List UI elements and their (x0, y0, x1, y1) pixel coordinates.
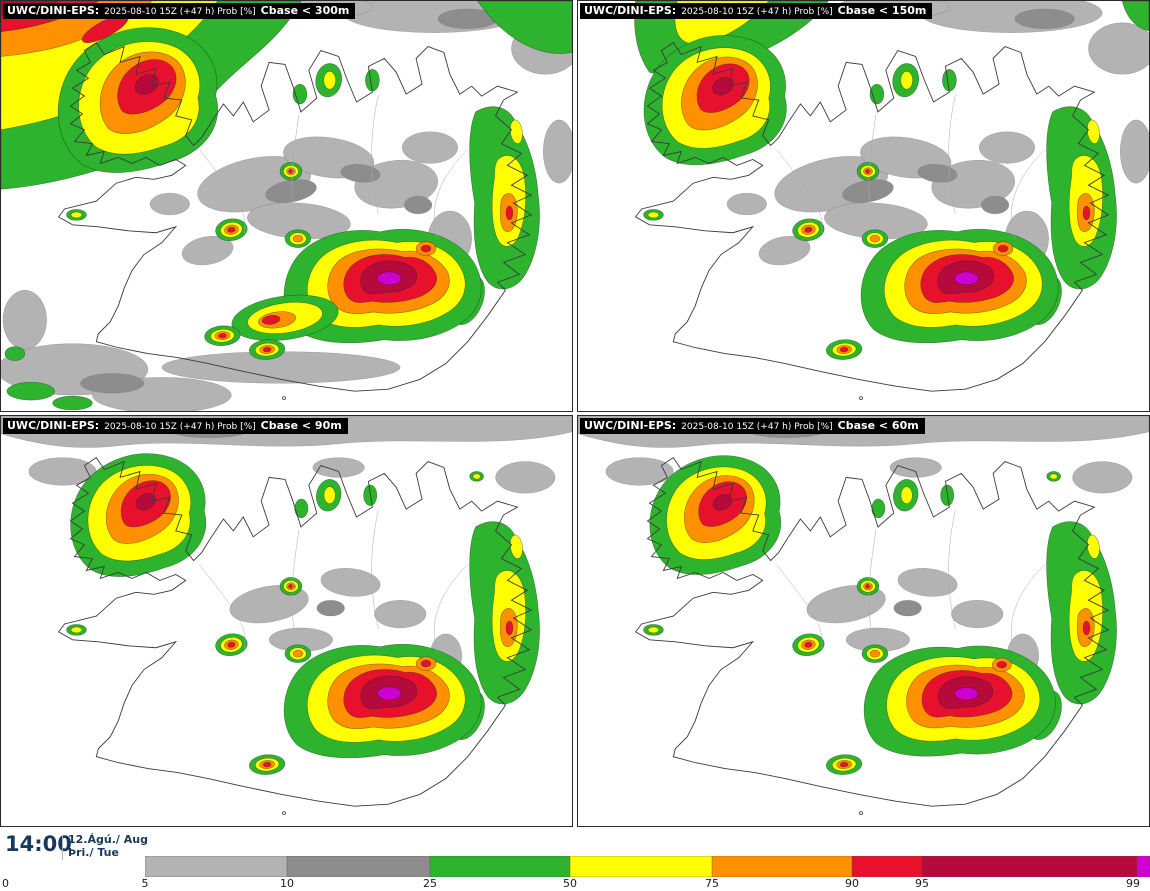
probability-colorbar (145, 856, 1150, 877)
run-info: 2025-08-10 15Z (+47 h) Prob [%] (681, 422, 833, 432)
map-title-bar: UWC/DINI-EPS: 2025-08-10 15Z (+47 h) Pro… (580, 3, 933, 19)
legend-seg-10-25 (287, 856, 430, 877)
run-info: 2025-08-10 15Z (+47 h) Prob [%] (104, 7, 256, 17)
model-name: UWC/DINI-EPS: (584, 4, 677, 17)
legend-tick-5: 5 (141, 877, 149, 890)
legend-tick-50: 50 (563, 877, 577, 890)
legend-seg-95-99 (922, 856, 1137, 877)
valid-date-block: 12.Ágú./ Aug Þri./ Tue (68, 833, 148, 859)
legend-seg-99 (1137, 856, 1150, 877)
run-info: 2025-08-10 15Z (+47 h) Prob [%] (681, 7, 833, 17)
valid-date: 12.Ágú./ Aug (68, 833, 148, 846)
threshold-label: Cbase < 300m (260, 4, 350, 17)
legend-tick-10: 10 (280, 877, 294, 890)
threshold-label: Cbase < 90m (260, 419, 342, 432)
legend-tick-75: 75 (705, 877, 719, 890)
legend-seg-25-50 (430, 856, 570, 877)
legend-seg-90-95 (852, 856, 922, 877)
map-title-bar: UWC/DINI-EPS: 2025-08-10 15Z (+47 h) Pro… (3, 418, 348, 434)
map-image-cbase-300m (1, 1, 572, 411)
panel-cbase-150m: UWC/DINI-EPS: 2025-08-10 15Z (+47 h) Pro… (577, 0, 1150, 412)
panel-cbase-300m: UWC/DINI-EPS: 2025-08-10 15Z (+47 h) Pro… (0, 0, 573, 412)
model-name: UWC/DINI-EPS: (7, 4, 100, 17)
map-title-bar: UWC/DINI-EPS: 2025-08-10 15Z (+47 h) Pro… (580, 418, 925, 434)
model-name: UWC/DINI-EPS: (7, 419, 100, 432)
map-title-bar: UWC/DINI-EPS: 2025-08-10 15Z (+47 h) Pro… (3, 3, 356, 19)
run-info: 2025-08-10 15Z (+47 h) Prob [%] (104, 422, 256, 432)
legend-tick-99: 99 (1126, 877, 1140, 890)
legend-tick-0: 0 (2, 877, 9, 890)
legend-tick-25: 25 (423, 877, 437, 890)
model-name: UWC/DINI-EPS: (584, 419, 677, 432)
panel-cbase-60m: UWC/DINI-EPS: 2025-08-10 15Z (+47 h) Pro… (577, 415, 1150, 827)
valid-day: Þri./ Tue (68, 846, 119, 859)
map-image-cbase-60m (578, 416, 1149, 826)
threshold-label: Cbase < 60m (837, 419, 919, 432)
footer: 14:00 12.Ágú./ Aug Þri./ Tue 0 5 10 25 5… (0, 828, 1150, 891)
divider (62, 835, 63, 860)
threshold-label: Cbase < 150m (837, 4, 927, 17)
legend-seg-50-75 (570, 856, 712, 877)
legend-tick-90: 90 (845, 877, 859, 890)
legend-tick-95: 95 (915, 877, 929, 890)
legend-seg-5-10 (145, 856, 287, 877)
map-image-cbase-150m (578, 1, 1149, 411)
valid-time: 14:00 (5, 832, 72, 856)
legend-seg-75-90 (712, 856, 852, 877)
panel-cbase-90m: UWC/DINI-EPS: 2025-08-10 15Z (+47 h) Pro… (0, 415, 573, 827)
map-image-cbase-90m (1, 416, 572, 826)
